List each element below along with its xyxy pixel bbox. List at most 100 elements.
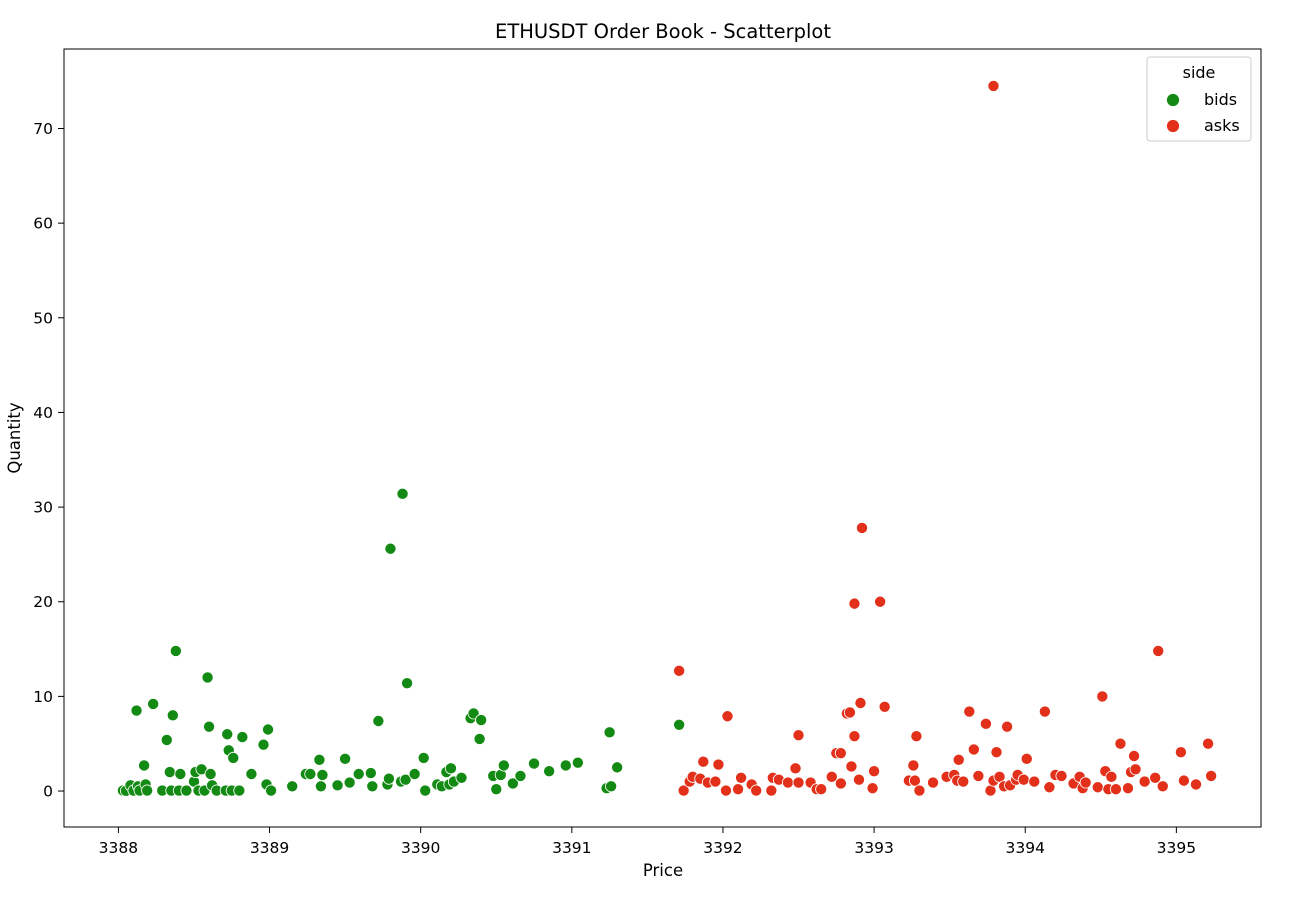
x-axis-title: Price [643,861,683,880]
point-bids-4 [130,704,143,717]
point-asks-88 [1138,775,1151,788]
point-bids-35 [233,784,246,797]
y-tick-label: 40 [33,404,53,422]
point-asks-90 [1152,644,1165,657]
point-bids-51 [352,768,365,781]
point-asks-55 [979,717,992,730]
point-bids-81 [514,769,527,782]
point-asks-92 [1174,746,1187,759]
point-asks-50 [952,753,965,766]
point-asks-51 [957,775,970,788]
point-bids-12 [160,733,173,746]
y-tick-label: 70 [33,120,53,138]
point-asks-95 [1202,737,1215,750]
point-asks-20 [792,729,805,742]
y-axis: 0 10 20 30 40 50 60 70 [33,120,64,801]
point-bids-10 [147,697,160,710]
point-bids-37 [245,768,258,781]
point-bids-9 [141,784,154,797]
point-asks-52 [963,705,976,718]
point-bids-61 [401,677,414,690]
point-bids-25 [201,671,214,684]
point-bids-54 [372,715,385,728]
point-asks-45 [913,784,926,797]
point-bids-84 [559,759,572,772]
point-asks-37 [866,782,879,795]
point-asks-33 [848,730,861,743]
legend-marker-asks [1166,119,1180,133]
point-asks-82 [1109,783,1122,796]
x-tick-label: 3391 [552,839,591,857]
y-tick-label: 60 [33,215,53,233]
point-asks-18 [781,776,794,789]
y-tick-label: 10 [33,688,53,706]
point-bids-38 [257,738,270,751]
legend-marker-bids [1166,93,1180,107]
point-bids-27 [204,768,217,781]
point-bids-13 [163,766,176,779]
point-bids-26 [203,720,216,733]
point-asks-78 [1096,690,1109,703]
x-tick-label: 3392 [703,839,742,857]
point-bids-64 [419,784,432,797]
point-bids-31 [221,728,234,741]
point-asks-58 [987,79,1000,92]
point-asks-31 [845,760,858,773]
point-bids-49 [339,752,352,765]
point-asks-30 [843,706,856,719]
point-asks-12 [735,771,748,784]
point-asks-0 [673,664,686,677]
point-asks-40 [878,700,891,713]
point-asks-35 [854,697,867,710]
point-asks-5 [697,755,710,768]
point-bids-89 [611,761,624,774]
y-tick-label: 0 [43,783,53,801]
x-tick-label: 3394 [1006,839,1045,857]
point-bids-42 [286,780,299,793]
point-bids-48 [331,779,344,792]
point-asks-42 [907,759,920,772]
point-asks-59 [990,746,1003,759]
point-bids-56 [382,772,395,785]
point-asks-72 [1055,769,1068,782]
point-bids-69 [444,762,457,775]
point-bids-71 [455,771,468,784]
point-bids-45 [313,753,326,766]
legend-title: side [1183,63,1216,82]
point-bids-88 [605,780,618,793]
x-tick-label: 3393 [854,839,893,857]
point-bids-40 [262,723,275,736]
point-bids-16 [169,644,182,657]
point-bids-63 [417,751,430,764]
point-bids-52 [364,767,377,780]
point-asks-70 [1043,781,1056,794]
point-bids-47 [316,768,329,781]
point-asks-24 [815,783,828,796]
point-asks-53 [967,743,980,756]
point-asks-87 [1129,763,1142,776]
point-bids-41 [265,784,278,797]
series-asks [673,79,1218,797]
point-bids-57 [384,542,397,555]
point-asks-54 [972,769,985,782]
point-bids-46 [314,780,327,793]
point-bids-44 [304,768,317,781]
point-asks-32 [848,597,861,610]
point-asks-10 [721,710,734,723]
y-tick-label: 50 [33,309,53,327]
point-asks-69 [1038,705,1051,718]
point-asks-93 [1177,774,1190,787]
points-layer [116,79,1218,797]
point-bids-36 [236,731,249,744]
point-bids-77 [490,783,503,796]
chart-title: ETHUSDT Order Book - Scatterplot [495,20,831,43]
point-bids-7 [138,759,151,772]
point-bids-79 [497,759,510,772]
point-asks-86 [1128,750,1141,763]
point-bids-90 [673,718,686,731]
point-asks-14 [750,784,763,797]
legend-label-bids: bids [1204,90,1237,109]
point-bids-62 [408,768,421,781]
point-bids-85 [571,756,584,769]
